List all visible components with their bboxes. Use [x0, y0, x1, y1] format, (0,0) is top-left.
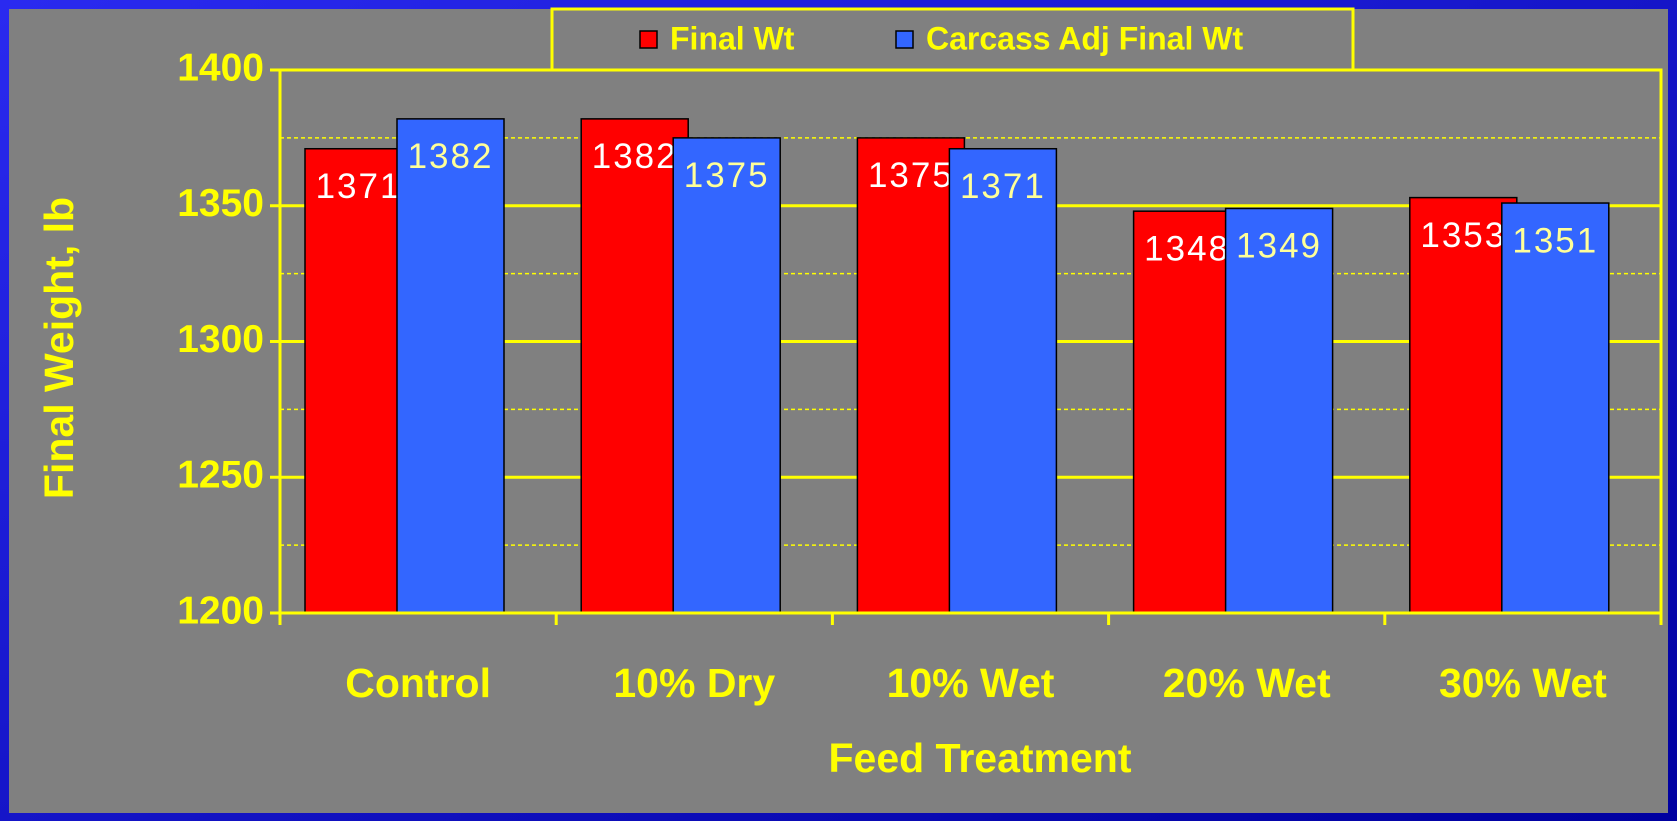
- y-tick-label: 1200: [177, 589, 264, 632]
- data-label: 1375: [868, 156, 954, 195]
- legend-label: Final Wt: [670, 20, 795, 56]
- bar: [1501, 202, 1610, 614]
- x-tick-label: 10% Dry: [613, 660, 775, 706]
- x-tick-label: Control: [345, 660, 491, 706]
- y-axis-title: Final Weight, lb: [36, 197, 82, 499]
- data-label: 1351: [1512, 221, 1598, 260]
- bar: [396, 118, 505, 614]
- bar: [580, 118, 689, 614]
- legend-label: Carcass Adj Final Wt: [926, 20, 1243, 56]
- data-label: 1371: [960, 167, 1046, 206]
- data-label: 1375: [684, 156, 770, 195]
- x-tick-label: 30% Wet: [1439, 660, 1607, 706]
- data-label: 1348: [1144, 229, 1230, 268]
- bar: [856, 137, 966, 614]
- y-tick-label: 1350: [177, 182, 264, 225]
- bar: [1132, 210, 1242, 614]
- background: [9, 9, 1668, 813]
- bar: [304, 147, 413, 614]
- y-tick-label: 1250: [177, 454, 264, 497]
- legend-swatch: [639, 30, 658, 49]
- data-label: 1353: [1420, 216, 1506, 255]
- data-label: 1371: [316, 167, 402, 206]
- legend-swatch: [895, 30, 914, 49]
- x-tick-label: 10% Wet: [887, 660, 1055, 706]
- data-label: 1349: [1236, 227, 1322, 266]
- legend-box: [550, 7, 1355, 72]
- data-label: 1382: [592, 137, 678, 176]
- x-tick-label: 20% Wet: [1163, 660, 1331, 706]
- bar: [948, 147, 1058, 614]
- y-tick-label: 1300: [177, 318, 264, 361]
- bar: [1224, 207, 1334, 614]
- bar: [1409, 196, 1518, 614]
- bar: [672, 137, 781, 614]
- x-axis-title: Feed Treatment: [828, 735, 1131, 781]
- y-tick-label: 1400: [177, 46, 264, 89]
- data-label: 1382: [408, 137, 494, 176]
